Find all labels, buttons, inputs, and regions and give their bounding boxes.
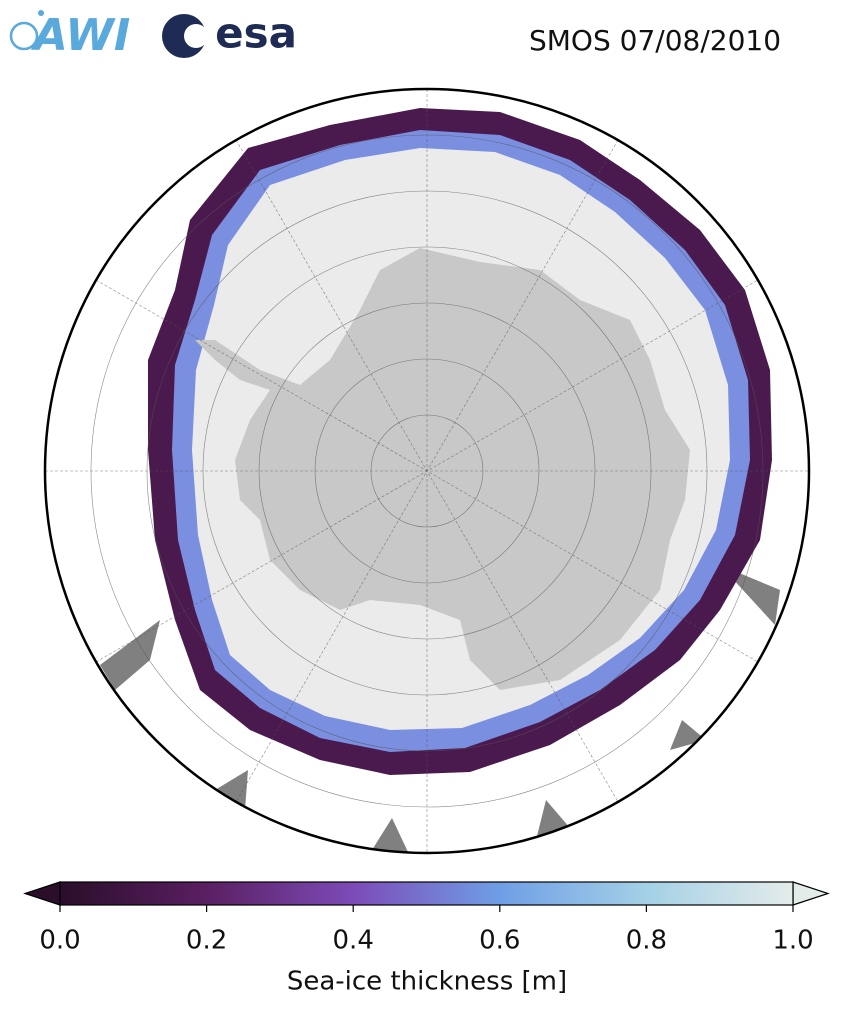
tick-label: 0.8 [626,926,667,956]
tick-label: 0.6 [479,926,520,956]
tick-label: 0.2 [186,926,227,956]
colorbar: 0.0 0.2 0.4 0.6 0.8 1.0 [23,881,830,956]
graticule [45,89,809,853]
logo-text: esa [215,9,297,58]
tick-label: 0.4 [333,926,374,956]
logo-awi: AWI [9,10,131,61]
tick-label: 0.0 [39,926,80,956]
map-border [43,87,811,855]
logo-text: AWI [31,10,131,61]
tick-label: 1.0 [772,926,813,956]
colorbar-ramp [59,881,794,906]
colorbar-extend-high [792,881,830,906]
map [45,89,809,853]
colorbar-label: Sea-ice thickness [m] [287,967,567,997]
continent [195,248,690,690]
colorbar-extend-low [23,881,61,906]
map-title: SMOS 07/08/2010 [529,24,781,57]
logo-esa: esa [162,9,297,58]
